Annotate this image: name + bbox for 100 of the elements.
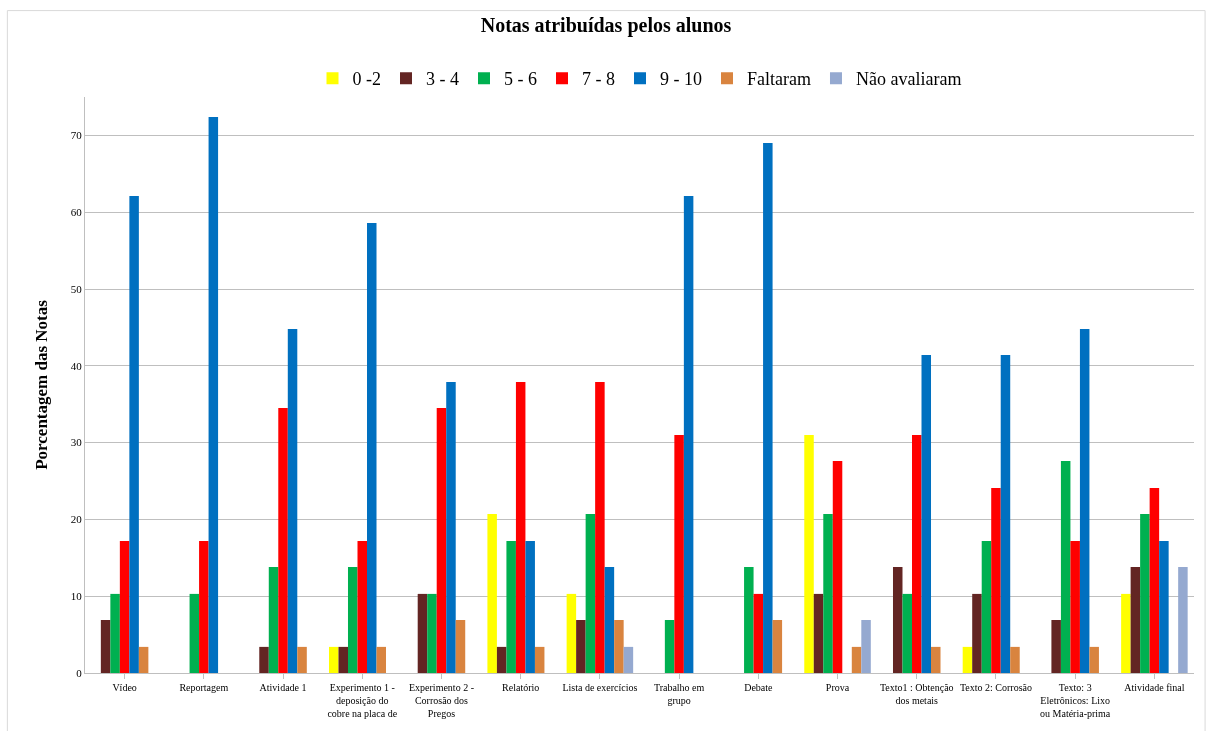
bar (278, 408, 288, 673)
bar (1130, 567, 1141, 673)
bar (1121, 593, 1131, 673)
bar (338, 646, 348, 673)
bar (376, 646, 387, 673)
bar (614, 620, 624, 673)
y-tick-label: 70 (70, 129, 83, 142)
bar (753, 593, 764, 673)
bar (129, 196, 139, 673)
y-tick-label: 50 (70, 282, 83, 295)
x-tick-label: Atividade final (1124, 682, 1185, 693)
x-tick-label: Lista de exercícios (562, 682, 638, 693)
bar (813, 593, 824, 673)
x-tick-label: Texto 2: Corrosão (959, 682, 1032, 693)
bar (1000, 355, 1011, 673)
bar (623, 646, 634, 673)
bar (763, 143, 773, 673)
x-tick-label: Trabalho em grupo (653, 682, 705, 706)
bar (199, 540, 209, 673)
bar (189, 593, 200, 673)
bar (297, 646, 307, 673)
x-tick-label: Relatório (502, 682, 540, 693)
bar (367, 222, 377, 673)
y-tick-label: 20 (70, 513, 83, 526)
bar (417, 593, 428, 673)
bar (100, 620, 111, 673)
x-tick-label: Atividade 1 (259, 682, 307, 693)
bar (119, 540, 130, 673)
bar (595, 381, 605, 673)
bar (287, 328, 298, 673)
bar (585, 514, 596, 673)
bar (268, 567, 279, 673)
bar (566, 593, 577, 673)
bar (446, 381, 456, 673)
bar (455, 620, 466, 673)
x-tick-label: Experimento 2 - Corrosão dos Pregos (408, 682, 474, 719)
bar (506, 540, 516, 673)
bar (772, 620, 783, 673)
bar (823, 514, 833, 673)
y-tick-label: 10 (70, 590, 83, 603)
bar (138, 646, 149, 673)
legend-label: 9 - 10 (660, 69, 702, 90)
bar (962, 646, 973, 673)
bar (902, 593, 912, 673)
bar (991, 487, 1001, 673)
bar (208, 116, 219, 673)
y-tick-label: 40 (70, 359, 83, 372)
bar (534, 646, 545, 673)
bar (328, 646, 339, 673)
bar (1149, 487, 1160, 673)
y-tick-label: 30 (70, 436, 83, 449)
bar (1140, 514, 1150, 673)
legend-label: Faltaram (747, 69, 811, 90)
x-tick-label: Debate (744, 682, 774, 693)
bar (744, 567, 754, 673)
bar (357, 540, 367, 673)
bar (576, 620, 586, 673)
bar (851, 646, 862, 673)
bar (259, 646, 269, 673)
y-tick-label: 60 (70, 206, 83, 219)
x-tick-label: Prova (825, 682, 850, 693)
x-tick-label: Experimento 1 - deposição do cobre na placa de (327, 682, 398, 719)
bar (515, 381, 526, 673)
legend-label: 0 -2 (352, 69, 381, 90)
bar (427, 593, 437, 673)
bar (1079, 328, 1090, 673)
bar (972, 593, 982, 673)
bar (496, 646, 507, 673)
bar (604, 567, 615, 673)
bar (1010, 646, 1020, 673)
legend-label: 3 - 4 (426, 69, 459, 90)
bar (1070, 540, 1080, 673)
x-tick-label: Texto: 3 Eletrônicos: Lixo ou Matéria-prima (1040, 682, 1111, 719)
bar (861, 620, 871, 673)
bar (1089, 646, 1099, 673)
bar (921, 355, 932, 673)
bar (892, 567, 903, 673)
bar (1159, 540, 1169, 673)
legend-label: 5 - 6 (504, 69, 537, 90)
bar (912, 434, 922, 673)
bar (981, 540, 992, 673)
bar (1178, 567, 1188, 673)
bar (931, 646, 941, 673)
bar (1060, 461, 1071, 673)
x-tick-label: Reportagem (179, 682, 229, 693)
bar (674, 434, 684, 673)
bar (347, 567, 358, 673)
bar (1051, 620, 1061, 673)
y-tick-label: 0 (76, 666, 83, 679)
chart-title: Notas atribuídas pelos alunos (480, 14, 732, 38)
y-axis-title: Porcentagem das Notas (32, 299, 52, 470)
bar (664, 620, 675, 673)
bar (804, 434, 814, 673)
legend-label: 7 - 8 (582, 69, 615, 90)
bar (487, 514, 497, 673)
bar (832, 461, 843, 673)
legend-label: Não avaliaram (855, 69, 962, 90)
bar (110, 593, 120, 673)
bar (683, 196, 694, 673)
bar (436, 408, 447, 673)
